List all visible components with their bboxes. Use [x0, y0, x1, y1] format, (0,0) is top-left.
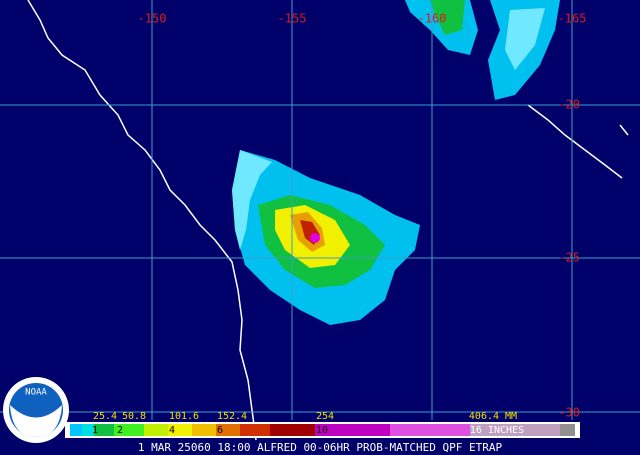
caption: 1 MAR 25060 18:00 ALFRED 00-06HR PROB-MA… [138, 441, 503, 454]
legend-inch-label: 16 INCHES [470, 425, 524, 436]
legend-inch-label: 10 [316, 425, 328, 436]
legend-mm-label: 50.8 [122, 411, 146, 422]
graticule [0, 0, 640, 420]
latitude-label: -30 [558, 406, 580, 420]
legend-mm-label: 152.4 [217, 411, 247, 422]
noaa-logo: NOAA [3, 377, 69, 443]
logo-text: NOAA [25, 388, 47, 398]
legend-inch-label: 2 [117, 425, 123, 436]
precipitation [232, 0, 560, 325]
longitude-label: -150 [138, 12, 167, 26]
latitude-label: -25 [558, 251, 580, 265]
longitude-label: -155 [278, 12, 307, 26]
longitude-label: -165 [558, 12, 587, 26]
legend-inch-label: 1 [92, 425, 98, 436]
legend-mm-label: 406.4 MM [469, 411, 517, 422]
legend: 25.4 50.8 101.6 152.4 254 406.4 MM 1 2 4… [65, 411, 580, 438]
legend-inch-label: 4 [169, 425, 175, 436]
longitude-label: -160 [418, 12, 447, 26]
latitude-label: -20 [558, 98, 580, 112]
legend-inch-label: 6 [217, 425, 223, 436]
legend-mm-label: 101.6 [169, 411, 199, 422]
legend-mm-label: 25.4 [93, 411, 117, 422]
coastline [27, 0, 629, 441]
legend-mm-label: 254 [316, 411, 334, 422]
